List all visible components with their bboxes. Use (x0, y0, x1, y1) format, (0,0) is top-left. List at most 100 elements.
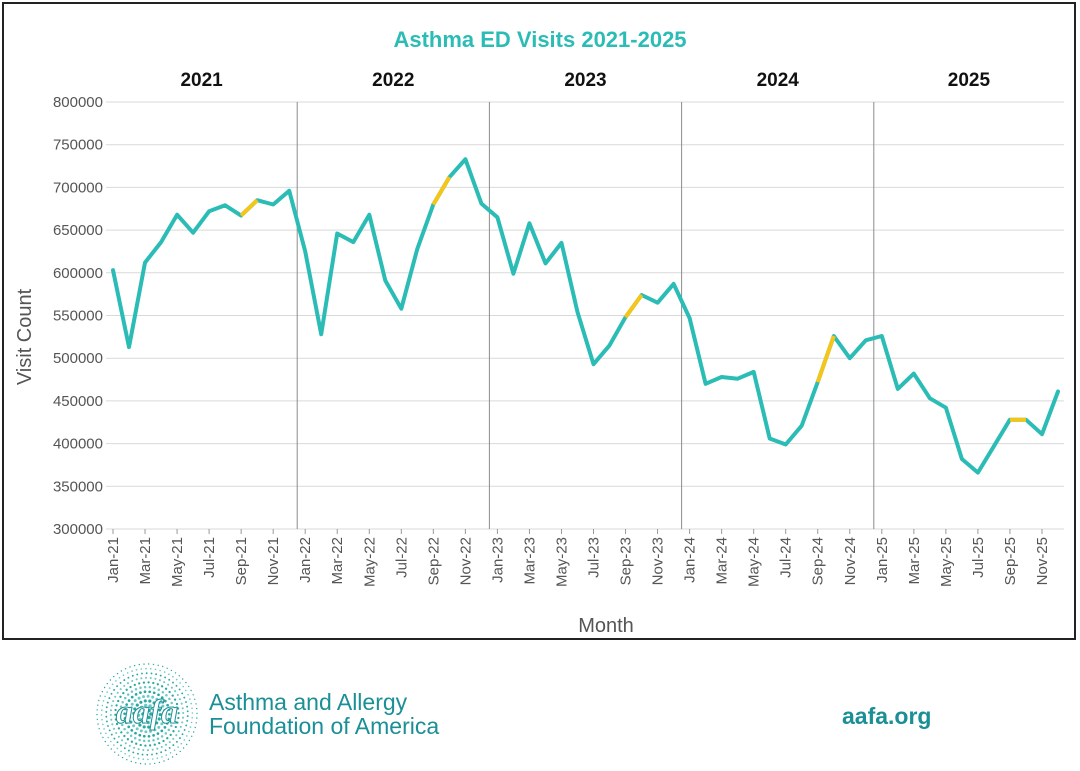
logo-dot (106, 701, 109, 704)
logo-dot (163, 760, 165, 762)
logo-dot (109, 740, 112, 743)
logo-dot (116, 672, 119, 675)
logo-dot (110, 748, 112, 750)
data-point (864, 338, 868, 342)
logo-dot (128, 706, 132, 710)
logo-dot (163, 681, 166, 684)
logo-dot (160, 745, 163, 749)
logo-dot (164, 743, 168, 746)
logo-dot (115, 704, 118, 707)
y-tick-label: 300000 (53, 521, 103, 538)
x-tick-label: Nov-22 (457, 537, 474, 585)
data-point (367, 213, 371, 217)
logo-dot (137, 748, 140, 751)
data-point (479, 202, 483, 206)
logo-dot (142, 748, 145, 752)
logo-dot (143, 708, 147, 713)
logo-dot (148, 699, 152, 703)
logo-dot (188, 685, 190, 688)
logo-dot (177, 730, 180, 733)
logo-dot (139, 705, 144, 709)
logo-dot (177, 716, 180, 720)
logo-dot (163, 699, 167, 703)
logo-dot (126, 693, 130, 696)
highlight-segment (623, 293, 644, 319)
logo-dot (109, 713, 112, 717)
logo-dot (185, 701, 187, 703)
logo-dot (111, 723, 114, 726)
data-point (688, 316, 692, 320)
logo-dot (151, 695, 155, 699)
logo-dot (184, 689, 187, 692)
data-point (592, 362, 596, 366)
logo-dot (131, 674, 134, 677)
logo-dot (132, 724, 136, 728)
website-link[interactable]: aafa.org (842, 703, 932, 729)
logo-dot (123, 707, 127, 711)
logo-dot (190, 689, 192, 692)
logo-dot (190, 721, 193, 724)
y-tick-label: 700000 (53, 179, 103, 196)
logo-dot (130, 690, 134, 693)
logo-dot (174, 725, 177, 729)
x-tick-label: Sep-24 (810, 537, 827, 585)
logo-dot (162, 718, 166, 722)
logo-dot (126, 672, 129, 674)
logo-dot (158, 679, 161, 682)
logo-dot (112, 700, 115, 703)
logo-dot (155, 752, 158, 755)
logo-dot (167, 717, 171, 721)
logo-dot (160, 735, 164, 738)
data-point (928, 396, 932, 400)
logo-dot (114, 708, 117, 712)
year-label: 2025 (948, 70, 991, 91)
logo-dot (129, 685, 132, 689)
logo-dot (164, 732, 168, 735)
logo-dot (133, 737, 137, 740)
logo-dot (97, 704, 99, 706)
logo-dot (113, 675, 115, 678)
logo-dot (193, 731, 195, 733)
logo-dot (123, 679, 126, 682)
logo-dot (166, 703, 169, 707)
logo-dot (187, 693, 189, 696)
logo-dot (132, 751, 135, 754)
logo-dot (146, 753, 149, 756)
logo-dot (122, 674, 125, 677)
logo-dot (186, 715, 189, 718)
x-axis-label: Month (578, 615, 634, 637)
logo-dot (141, 712, 145, 716)
logo-dot (170, 686, 173, 689)
logo-dot (152, 738, 155, 742)
logo-dot (156, 732, 160, 735)
logo-dot (117, 699, 120, 703)
logo-dot (152, 706, 156, 711)
logo-dot (185, 724, 188, 727)
logo-dot (115, 680, 117, 682)
logo-dot (130, 702, 134, 706)
logo-dot (102, 736, 104, 739)
x-tick-label: Sep-25 (1002, 537, 1019, 585)
logo-dot (127, 676, 130, 679)
logo-dot (160, 751, 163, 754)
logo-dot (138, 733, 142, 737)
logo-dot (147, 725, 151, 729)
logo-dot (130, 729, 134, 732)
data-point (463, 157, 467, 161)
logo-dot (126, 731, 129, 735)
logo-dot (124, 668, 127, 670)
logo-dot (148, 744, 152, 747)
logo-dot (110, 718, 113, 721)
chart-title: Asthma ED Visits 2021-2025 (393, 27, 686, 52)
logo-dot (154, 668, 157, 671)
y-tick-label: 650000 (53, 222, 103, 239)
logo-dot (168, 697, 171, 701)
data-point (207, 209, 211, 213)
logo-dot (150, 672, 153, 675)
x-tick-label: Sep-21 (233, 537, 250, 585)
x-tick-label: Mar-24 (714, 537, 731, 585)
logo-dot (160, 729, 164, 733)
logo-dot (108, 729, 111, 732)
logo-dot (151, 753, 153, 756)
logo-dot (188, 730, 190, 733)
